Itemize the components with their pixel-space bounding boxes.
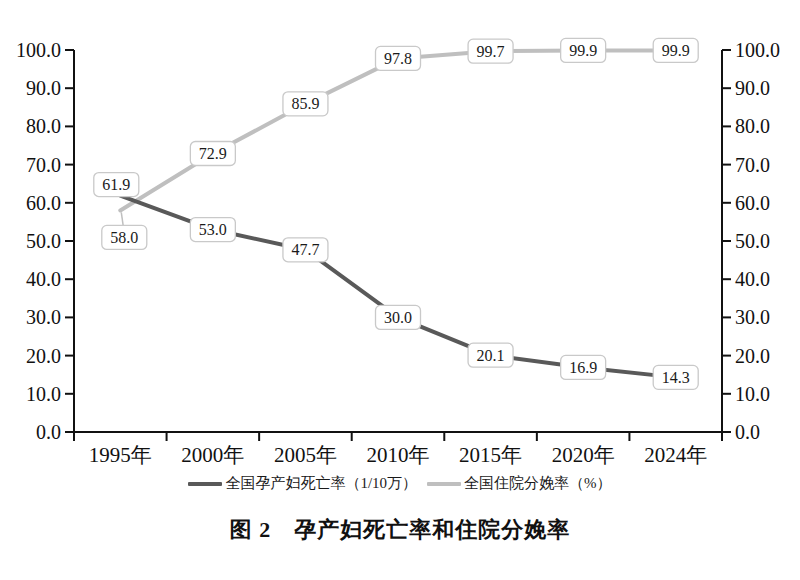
y-tick-label-left: 60.0: [26, 192, 61, 214]
svg-text:72.9: 72.9: [199, 145, 227, 162]
y-tick-label-left: 30.0: [26, 306, 61, 328]
label-leader: [121, 212, 123, 226]
data-label: 16.9: [561, 355, 606, 379]
y-tick-label-right: 40.0: [735, 268, 770, 290]
svg-text:47.7: 47.7: [291, 241, 319, 258]
y-tick-label-right: 70.0: [735, 154, 770, 176]
data-label: 53.0: [190, 218, 235, 242]
legend-item-delivery: 全国住院分娩率（%）: [427, 474, 612, 493]
x-tick-label: 1995年: [89, 443, 152, 467]
y-tick-label-right: 30.0: [735, 306, 770, 328]
legend-label-mortality: 全国孕产妇死亡率（1/10万）: [225, 474, 417, 493]
svg-text:99.9: 99.9: [569, 42, 597, 59]
legend-label-delivery: 全国住院分娩率（%）: [464, 474, 612, 493]
data-label: 47.7: [283, 238, 328, 262]
x-tick-label: 2005年: [274, 443, 337, 467]
x-tick-label: 2010年: [367, 443, 430, 467]
figure-maternal-mortality-chart: 0.0 0.0 10.0 10.0 20.0 20.0 30.0 30.0 40.0 40.0 50…: [0, 0, 800, 580]
y-tick-label-right: 80.0: [735, 115, 770, 137]
y-tick-label-left: 70.0: [26, 154, 61, 176]
svg-text:58.0: 58.0: [110, 229, 138, 246]
data-label: 30.0: [376, 305, 421, 329]
x-tick-label: 2015年: [459, 443, 522, 467]
y-tick-label-left: 40.0: [26, 268, 61, 290]
chart-svg: 0.0 0.0 10.0 10.0 20.0 20.0 30.0 30.0 40.0 40.0 50…: [0, 0, 800, 470]
data-label: 14.3: [653, 365, 698, 389]
svg-text:99.7: 99.7: [477, 43, 505, 60]
svg-text:20.1: 20.1: [477, 347, 505, 364]
y-tick-label-right: 20.0: [735, 345, 770, 367]
y-tick-label-left: 10.0: [26, 383, 61, 405]
y-tick-label-left: 50.0: [26, 230, 61, 252]
y-tick-label-right: 50.0: [735, 230, 770, 252]
y-tick-label-left: 90.0: [26, 77, 61, 99]
x-tick-label: 2000年: [181, 443, 244, 467]
data-label: 58.0: [102, 225, 147, 249]
svg-text:16.9: 16.9: [569, 359, 597, 376]
figure-caption: 图 2 孕产妇死亡率和住院分娩率: [0, 515, 800, 545]
legend-item-mortality: 全国孕产妇死亡率（1/10万）: [188, 474, 417, 493]
y-tick-label-right: 60.0: [735, 192, 770, 214]
x-tick-label: 2024年: [644, 443, 707, 467]
svg-text:85.9: 85.9: [291, 95, 319, 112]
data-label: 85.9: [283, 92, 328, 116]
y-tick-label-left: 80.0: [26, 115, 61, 137]
data-label: 72.9: [190, 142, 235, 166]
series-line-1: [120, 50, 675, 210]
data-label: 99.7: [468, 39, 513, 63]
y-tick-label-right: 10.0: [735, 383, 770, 405]
legend-line-swatch-delivery: [427, 482, 461, 486]
svg-text:97.8: 97.8: [384, 50, 412, 67]
data-label: 61.9: [94, 173, 139, 197]
data-label: 99.9: [653, 38, 698, 62]
y-tick-label-right: 90.0: [735, 77, 770, 99]
svg-text:61.9: 61.9: [102, 176, 130, 193]
svg-text:53.0: 53.0: [199, 221, 227, 238]
y-tick-label-left: 20.0: [26, 345, 61, 367]
svg-text:99.9: 99.9: [662, 42, 690, 59]
svg-text:30.0: 30.0: [384, 309, 412, 326]
svg-text:14.3: 14.3: [662, 369, 690, 386]
axes: 0.0 0.0 10.0 10.0 20.0 20.0 30.0 30.0 40.0 40.0 50…: [16, 39, 780, 467]
legend-line-swatch-mortality: [188, 482, 222, 486]
data-label: 97.8: [376, 46, 421, 70]
y-tick-label-right: 100.0: [735, 39, 780, 61]
data-label: 99.9: [561, 38, 606, 62]
y-tick-label-left: 0.0: [36, 421, 61, 443]
chart-legend: 全国孕产妇死亡率（1/10万） 全国住院分娩率（%）: [0, 474, 800, 493]
y-tick-label-left: 100.0: [16, 39, 61, 61]
x-tick-label: 2020年: [552, 443, 615, 467]
data-label: 20.1: [468, 343, 513, 367]
y-tick-label-right: 0.0: [735, 421, 760, 443]
